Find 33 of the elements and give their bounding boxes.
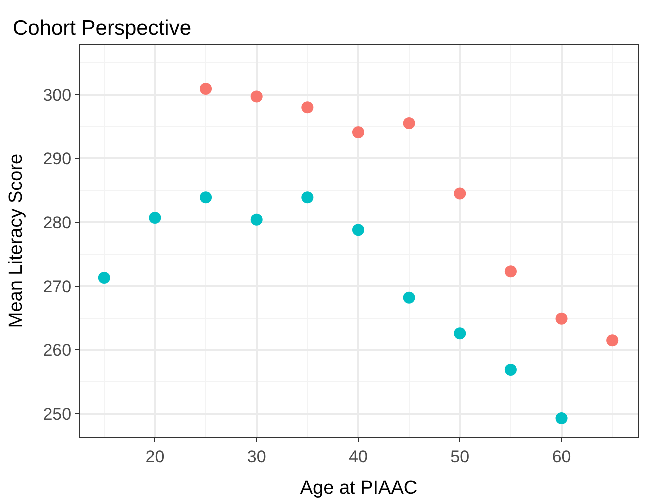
point [454,188,466,200]
point [606,334,619,347]
y-tick-label: 290 [43,150,72,169]
point [98,272,110,284]
point [200,83,212,96]
point [250,90,263,103]
x-tick-label: 40 [349,447,368,466]
y-axis-title: Mean Literacy Score [6,154,28,328]
point [504,364,517,376]
y-tick-label: 280 [43,213,72,232]
point [352,224,364,236]
point [403,292,416,304]
point [454,328,466,340]
y-tick-label: 300 [43,86,72,105]
point [352,126,364,138]
x-tick-label: 60 [552,447,572,466]
point [302,102,314,114]
y-tick-label: 270 [43,277,72,296]
point [556,412,568,424]
point [250,214,263,226]
point [302,192,314,204]
point [403,118,416,130]
point [200,192,212,204]
x-tick-label: 20 [146,447,165,466]
y-tick-label: 260 [43,341,72,360]
point [556,312,568,325]
y-tick-label: 250 [43,404,72,424]
x-tick-label: 50 [450,447,470,466]
x-axis-title: Age at PIAAC [300,478,418,500]
point [504,266,517,278]
chart-title: Cohort Perspective [12,16,192,40]
x-tick-label: 30 [247,447,266,466]
point [149,212,162,224]
